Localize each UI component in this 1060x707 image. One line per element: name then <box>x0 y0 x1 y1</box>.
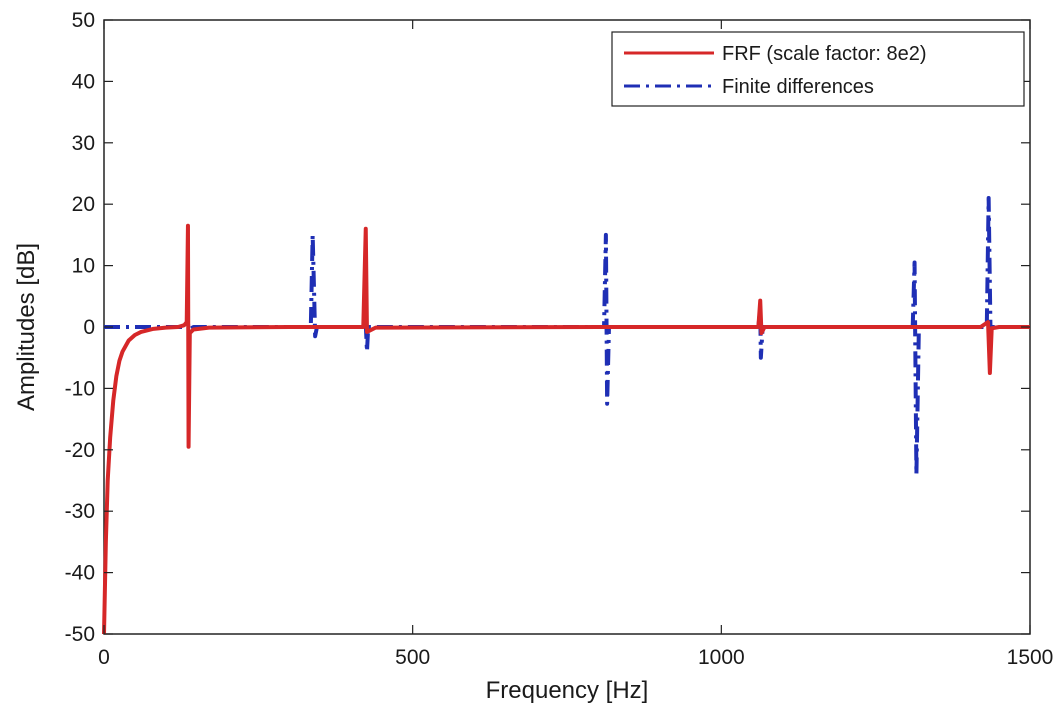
y-tick-label: -30 <box>65 500 95 523</box>
tick-layer: 0 500 1000 1500 -50 -40 -30 -20 -10 0 10 20 30 40 50 <box>65 9 1054 669</box>
y-tick-label: -50 <box>65 623 95 646</box>
y-tick-label: -10 <box>65 377 95 400</box>
x-tick-label: 1000 <box>698 646 745 669</box>
series-layer <box>102 196 1030 635</box>
y-tick-label: -40 <box>65 562 95 585</box>
x-tick-label: 500 <box>395 646 430 669</box>
legend: FRF (scale factor: 8e2) Finite differenc… <box>611 31 1025 107</box>
x-tick-label: 1500 <box>1007 646 1054 669</box>
y-tick-label: 30 <box>72 132 95 155</box>
y-tick-label: 50 <box>72 9 95 32</box>
y-tick-label: 0 <box>83 316 95 339</box>
legend-label-finite-differences: Finite differences <box>722 76 874 98</box>
y-tick-label: 10 <box>72 255 95 278</box>
x-tick-label: 0 <box>98 646 110 669</box>
legend-label-frf: FRF (scale factor: 8e2) <box>722 43 927 65</box>
y-tick-label: 20 <box>72 193 95 216</box>
x-axis-label: Frequency [Hz] <box>486 677 649 704</box>
y-tick-label: 40 <box>72 70 95 93</box>
y-tick-label: -20 <box>65 439 95 462</box>
series-line-frf <box>102 223 1030 635</box>
y-axis-label: Amplitudes [dB] <box>13 243 40 411</box>
legend-box <box>611 31 1025 107</box>
